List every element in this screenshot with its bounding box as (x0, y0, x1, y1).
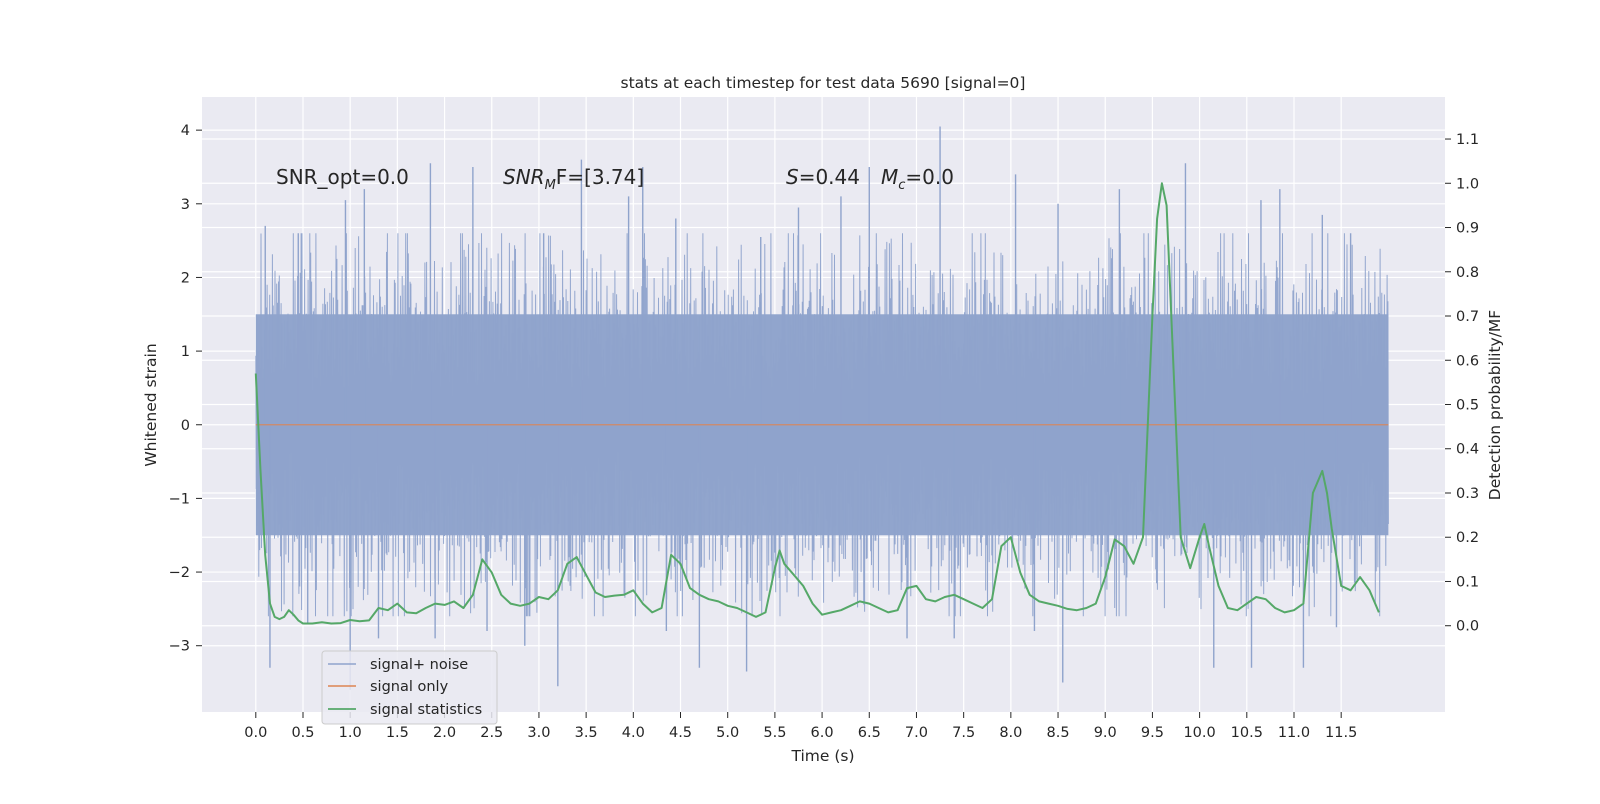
y-tick-label: −1 (169, 491, 190, 507)
y-tick-label: 0 (181, 418, 190, 434)
x-tick-label: 0.5 (291, 725, 314, 741)
annotation-mc: Mc=0.0 (881, 165, 954, 193)
x-tick-label: 11.0 (1278, 725, 1310, 741)
y2-tick-label: 0.3 (1456, 486, 1479, 502)
annotation-snr-mf: SNRMF=[3.74] (503, 165, 644, 193)
x-tick-label: 3.5 (575, 725, 598, 741)
y-axis-title: Whitened strain (142, 343, 160, 466)
y-tick-label: −3 (169, 639, 190, 655)
y2-tick-label: 0.4 (1456, 442, 1479, 458)
annotation-mc-rest: =0.0 (905, 165, 954, 189)
annotation-snr-mf-sub: M (545, 178, 556, 193)
series-signal-statistics (254, 182, 1380, 625)
y2-tick-label: 0.5 (1456, 398, 1479, 414)
y-tick-label: 4 (181, 123, 190, 139)
x-tick-label: 2.0 (433, 725, 456, 741)
y2-tick-label: 0.8 (1456, 265, 1479, 281)
y2-tick-label: 0.7 (1456, 309, 1479, 325)
x-tick-label: 7.0 (905, 725, 928, 741)
x-tick-label: 6.0 (811, 725, 834, 741)
y2-tick-label: 0.6 (1456, 353, 1479, 369)
annotation-snr-opt: SNR_opt=0.0 (276, 165, 409, 189)
legend-label-signal-only: signal only (370, 679, 449, 695)
x-tick-label: 3.0 (527, 725, 550, 741)
x-axis-title: Time (s) (790, 747, 854, 765)
y-tick-label: 2 (181, 270, 190, 286)
x-tick-label: 1.0 (339, 725, 362, 741)
chart-title: stats at each timestep for test data 569… (621, 74, 1026, 92)
y2-tick-label: 0.2 (1456, 530, 1479, 546)
legend: signal+ noise signal only signal statist… (321, 650, 498, 725)
y-axis-ticks: −3 −2 −1 0 1 2 3 4 (169, 123, 202, 655)
annotation-snr-mf-base: SNR (503, 165, 545, 189)
x-tick-label: 11.5 (1325, 725, 1357, 741)
annotation-snr-mf-rest: F=[3.74] (556, 165, 644, 189)
x-tick-label: 6.5 (858, 725, 881, 741)
x-tick-label: 0.0 (244, 725, 267, 741)
x-tick-label: 10.5 (1231, 725, 1263, 741)
x-tick-label: 10.0 (1183, 725, 1215, 741)
x-tick-label: 9.5 (1141, 725, 1164, 741)
x-tick-label: 4.0 (622, 725, 645, 741)
y2-tick-label: 0.0 (1456, 619, 1479, 635)
x-tick-label: 5.5 (763, 725, 786, 741)
legend-label-signal-plus-noise: signal+ noise (370, 657, 468, 673)
x-tick-label: 1.5 (386, 725, 409, 741)
x-tick-label: 8.0 (999, 725, 1022, 741)
x-axis-ticks: 0.0 0.5 1.0 1.5 2.0 2.5 3.0 3.5 4.0 4.5 5.0 5.5 6.0 6… (244, 712, 1357, 741)
annotation-mc-sym: M (881, 165, 898, 189)
y2-tick-label: 0.9 (1456, 221, 1479, 237)
y-tick-label: −2 (169, 565, 190, 581)
y2-axis-title: Detection probability/MF (1486, 310, 1504, 501)
annotation-stat-sym: S (786, 165, 799, 189)
signal-statistics-line (254, 182, 1380, 625)
legend-label-signal-statistics: signal statistics (370, 702, 482, 718)
annotation-stat: S=0.44 (786, 165, 860, 189)
legend-box (321, 650, 498, 725)
y2-tick-label: 0.1 (1456, 574, 1479, 590)
x-tick-label: 2.5 (480, 725, 503, 741)
annotation-mc-sub: c (898, 178, 905, 193)
x-tick-label: 7.5 (952, 725, 975, 741)
y2-axis-ticks: 0.0 0.1 0.2 0.3 0.4 0.5 0.6 0.7 0.8 0.9 1.0 1.1 (1445, 132, 1479, 635)
y-tick-label: 3 (181, 197, 190, 213)
y2-tick-label: 1.0 (1456, 176, 1479, 192)
x-tick-label: 4.5 (669, 725, 692, 741)
y2-tick-label: 1.1 (1456, 132, 1479, 148)
x-tick-label: 9.0 (1094, 725, 1117, 741)
y-tick-label: 1 (181, 344, 190, 360)
x-tick-label: 8.5 (1047, 725, 1070, 741)
annotation-stat-rest: =0.44 (799, 165, 860, 189)
x-tick-label: 5.0 (716, 725, 739, 741)
